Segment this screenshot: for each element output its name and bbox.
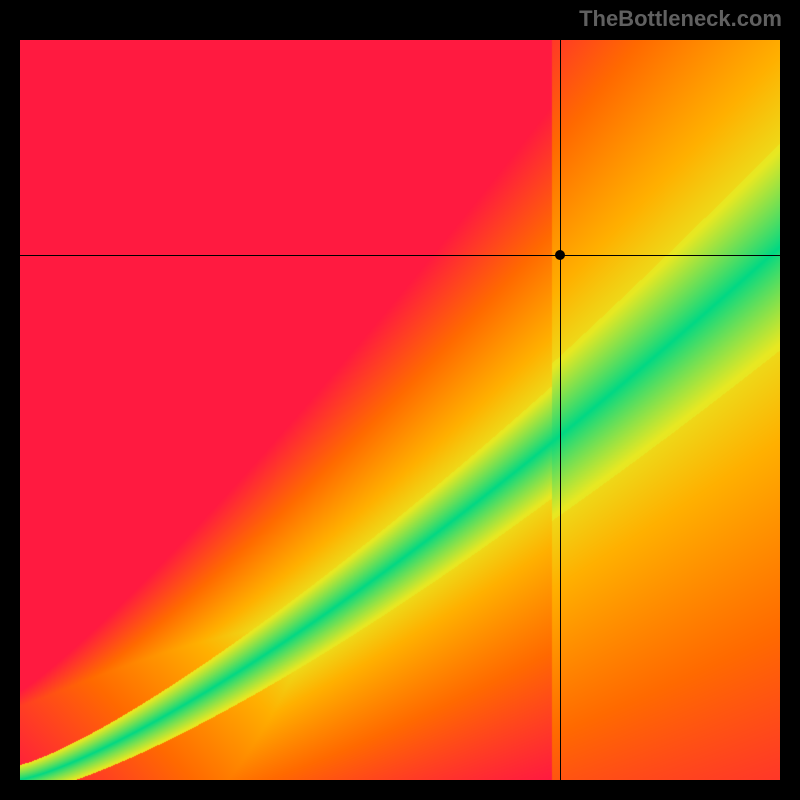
watermark-text: TheBottleneck.com (579, 6, 782, 32)
heatmap-chart (20, 40, 780, 780)
crosshair-vertical (560, 40, 561, 780)
heatmap-canvas (20, 40, 780, 780)
crosshair-marker (555, 250, 565, 260)
crosshair-horizontal (20, 255, 780, 256)
